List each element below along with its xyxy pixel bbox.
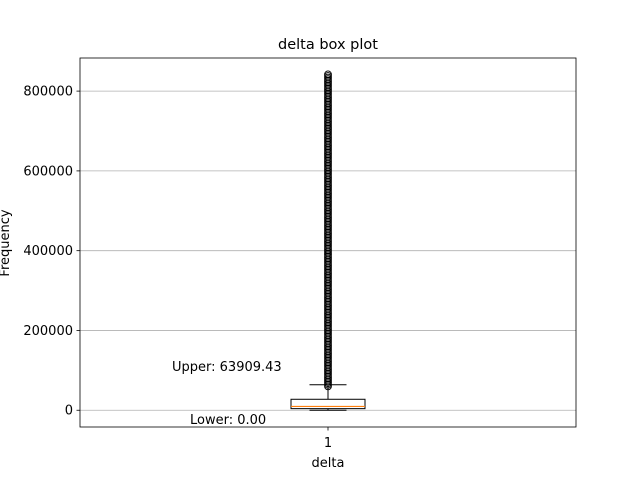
chart-title: delta box plot <box>278 37 378 53</box>
x-tick-label: 1 <box>324 436 332 451</box>
y-tick-label: 400000 <box>23 244 73 259</box>
box-and-whiskers <box>290 384 366 411</box>
y-tick-label: 800000 <box>23 85 73 100</box>
y-tick-label: 600000 <box>23 164 73 179</box>
y-tick-label: 0 <box>65 404 73 419</box>
x-axis-label: delta <box>312 456 345 471</box>
lower-annotation: Lower: 0.00 <box>190 413 266 428</box>
y-tick-label: 200000 <box>23 324 73 339</box>
annotations: Upper: 63909.43 Lower: 0.00 <box>172 360 282 428</box>
outlier-markers <box>324 70 332 391</box>
interquartile-box <box>290 398 366 410</box>
y-axis-label: Frequency <box>0 209 13 276</box>
y-axis-ticks: 0 200000 400000 600000 800000 <box>23 85 80 419</box>
x-axis-ticks: 1 <box>324 427 332 451</box>
upper-annotation: Upper: 63909.43 <box>172 360 282 375</box>
